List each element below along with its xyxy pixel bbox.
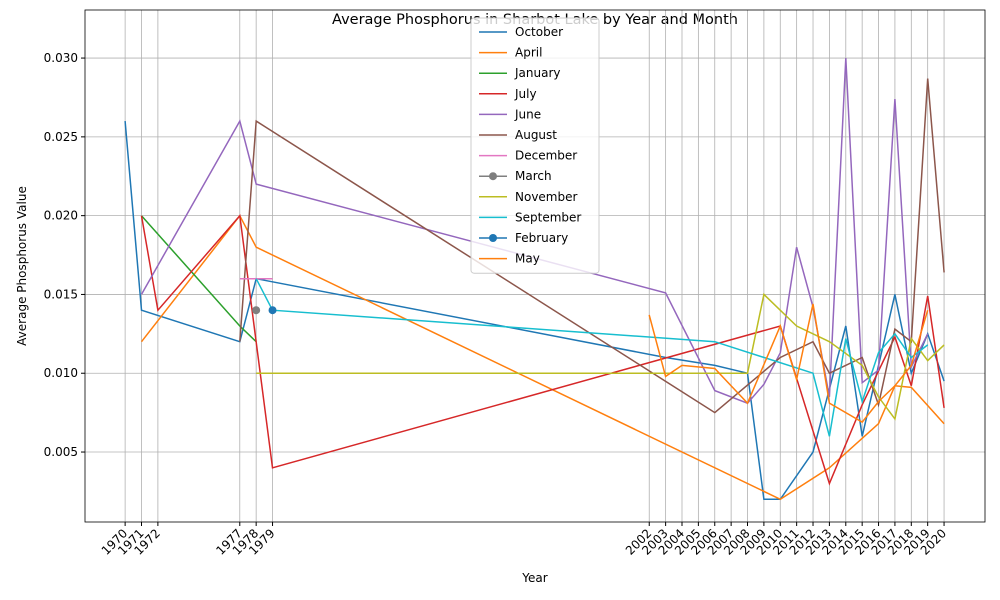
series-marker [252,306,261,315]
series-marker [268,306,277,315]
x-axis-label: Year [521,571,547,585]
legend-label: January [514,66,561,80]
series-line [648,303,929,424]
series-line [255,278,929,437]
y-tick-label: 0.010 [44,366,78,380]
y-tick-label: 0.020 [44,209,78,223]
legend-marker [489,172,497,181]
legend-label: December [515,149,577,163]
legend-label: September [515,210,581,224]
legend-marker [489,234,497,242]
y-tick-label: 0.005 [44,445,78,459]
legend-label: April [515,46,542,60]
legend-label: November [515,190,577,204]
series-line [239,78,945,414]
plot-frame [84,9,986,523]
legend-label: May [515,252,540,266]
series-line [140,214,945,501]
y-tick-label: 0.030 [44,51,78,65]
legend-label: August [515,128,557,142]
legend-label: February [515,231,568,245]
series-line [140,215,257,343]
legend-box [470,17,600,274]
y-tick-label: 0.025 [44,130,78,144]
y-tick-label: 0.015 [44,287,78,301]
legend-label: October [515,25,563,39]
legend-label: July [514,87,537,101]
legend-label: June [514,107,541,121]
series-line [124,121,945,501]
y-axis-label: Average Phosphorus Value [15,186,29,346]
legend-label: March [515,169,552,183]
